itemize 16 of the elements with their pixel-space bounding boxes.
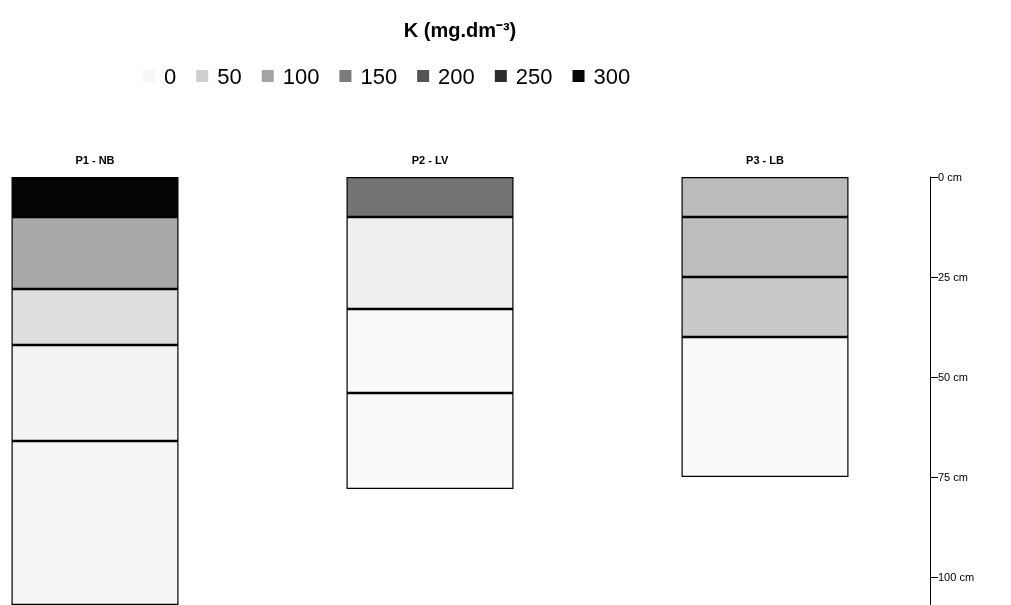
- legend-label: 200: [438, 63, 475, 89]
- legend-label: 300: [593, 63, 631, 89]
- y-tick-label: 0 cm: [938, 171, 962, 183]
- y-tick-label: 75 cm: [938, 471, 968, 483]
- y-tick-label: 25 cm: [938, 271, 968, 283]
- legend-label: 150: [360, 63, 398, 89]
- y-tick-label: 50 cm: [938, 371, 968, 383]
- legend-label: 50: [217, 63, 242, 89]
- legend-label: 0: [164, 63, 177, 89]
- legend-label: 100: [282, 63, 320, 89]
- x-tick-label: P1 - NB: [75, 153, 115, 166]
- legend-title: K (mg.dm⁻³): [403, 19, 517, 41]
- y-tick-label: 100 cm: [938, 571, 975, 583]
- legend-label: 250: [515, 63, 553, 89]
- x-tick-label: P2 - LV: [411, 153, 449, 166]
- x-tick-label: P3 - LB: [746, 153, 784, 166]
